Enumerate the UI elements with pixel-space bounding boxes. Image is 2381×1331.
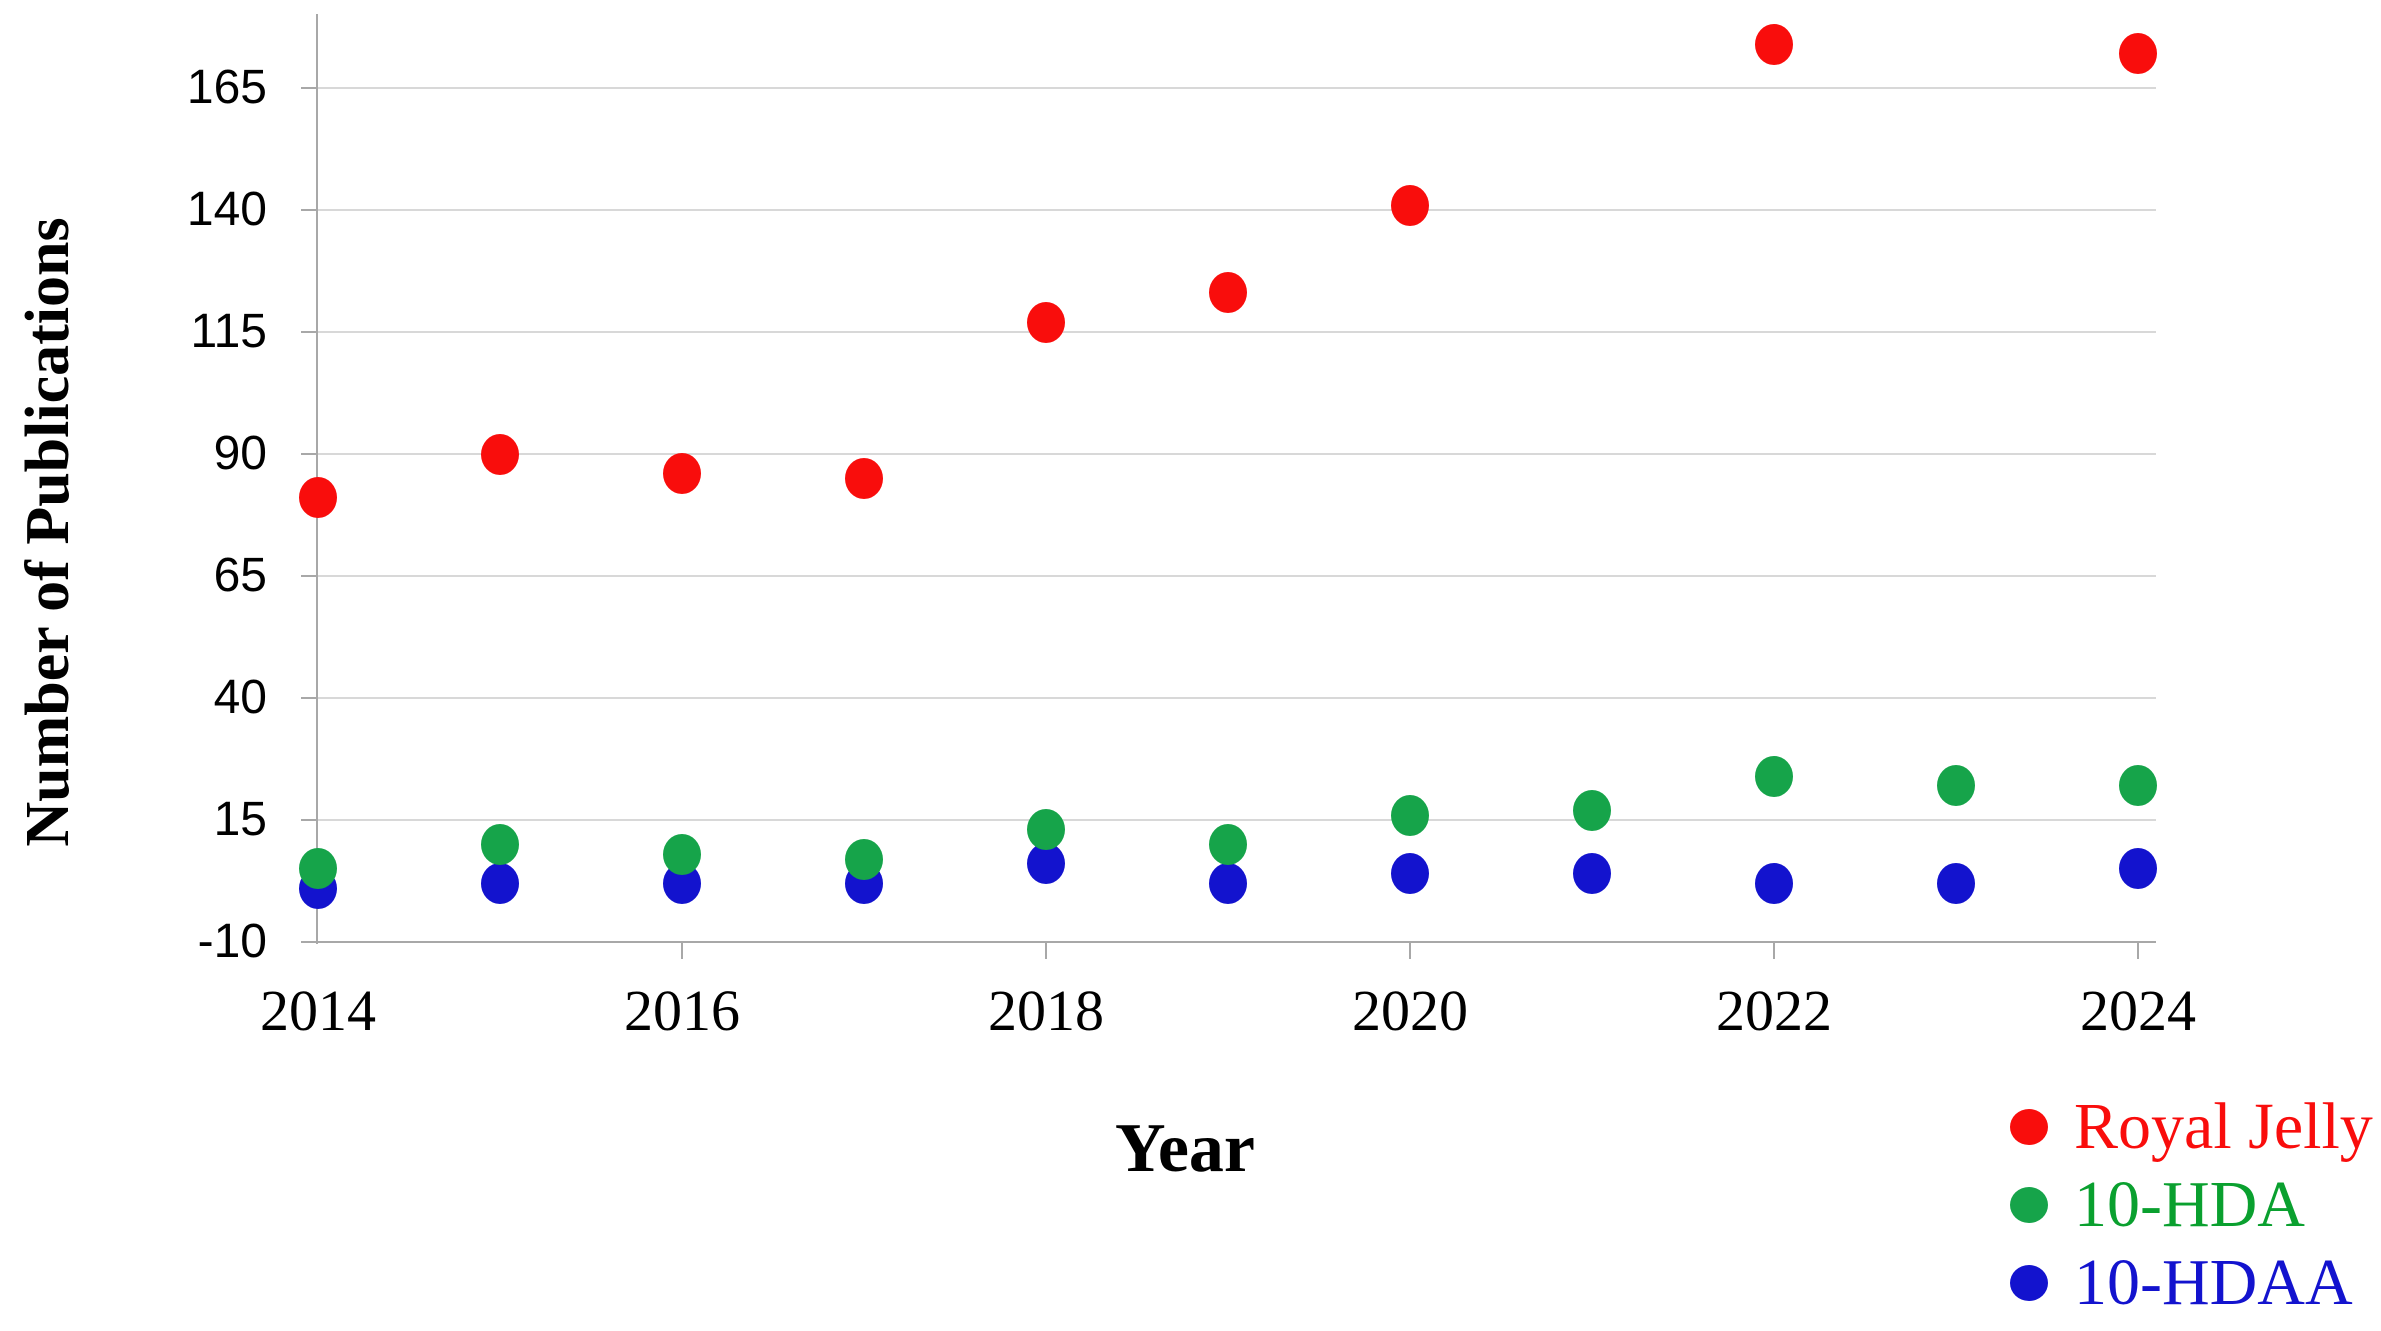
point-10-hda-2015 [481, 823, 519, 865]
point-10-hdaa-2018 [1027, 843, 1065, 885]
legend-item-10-hdaa: 10-HDAA [2010, 1244, 2373, 1322]
x-tick-2018 [1045, 942, 1047, 959]
y-tick--10 [301, 941, 316, 943]
y-tick-115 [301, 331, 316, 333]
y-tick-label-40: 40 [213, 671, 267, 724]
y-tick-140 [301, 209, 316, 211]
gridline-90 [316, 453, 2156, 455]
x-tick-2016 [681, 942, 683, 959]
gridline-140 [316, 209, 2156, 211]
10-hdaa-legend-dot-icon [2010, 1265, 2048, 1301]
point-10-hda-2021 [1573, 789, 1611, 831]
x-tick-2022 [1773, 942, 1775, 959]
point-10-hda-2017 [845, 838, 883, 880]
point-10-hda-2016 [663, 833, 701, 875]
y-tick-label-140: 140 [186, 183, 267, 236]
gridline-40 [316, 697, 2156, 699]
point-10-hda-2024 [2119, 765, 2157, 807]
point-royal-jelly-2018 [1027, 301, 1065, 343]
x-tick-label-2018: 2018 [988, 978, 1104, 1043]
x-tick-2024 [2137, 942, 2139, 959]
legend-item-10-hda: 10-HDA [2010, 1166, 2373, 1244]
y-tick-label--10: -10 [197, 915, 267, 968]
legend-label-10-hdaa: 10-HDAA [2074, 1246, 2353, 1319]
y-tick-label-115: 115 [190, 305, 267, 358]
point-royal-jelly-2020 [1391, 184, 1429, 226]
royal-jelly-legend-dot-icon [2010, 1109, 2048, 1145]
point-10-hda-2018 [1027, 809, 1065, 851]
x-tick-label-2020: 2020 [1352, 978, 1468, 1043]
x-tick-label-2014: 2014 [260, 978, 376, 1043]
gridline-15 [316, 819, 2156, 821]
point-10-hda-2014 [299, 848, 337, 890]
x-tick-label-2022: 2022 [1716, 978, 1832, 1043]
legend-label-royal-jelly: Royal Jelly [2074, 1090, 2373, 1163]
point-royal-jelly-2017 [845, 457, 883, 499]
legend-label-10-hda: 10-HDA [2074, 1168, 2305, 1241]
point-10-hda-2022 [1755, 755, 1793, 797]
point-10-hda-2019 [1209, 823, 1247, 865]
point-10-hdaa-2015 [481, 862, 519, 904]
y-tick-label-15: 15 [213, 793, 267, 846]
x-tick-2020 [1409, 942, 1411, 959]
y-tick-40 [301, 697, 316, 699]
point-royal-jelly-2024 [2119, 33, 2157, 75]
legend-item-royal-jelly: Royal Jelly [2010, 1088, 2373, 1166]
point-10-hda-2023 [1937, 765, 1975, 807]
x-axis-title: Year [1115, 1110, 1255, 1187]
point-10-hdaa-2020 [1391, 853, 1429, 895]
point-10-hdaa-2019 [1209, 862, 1247, 904]
y-tick-label-165: 165 [186, 61, 267, 114]
y-tick-65 [301, 575, 316, 577]
x-axis-line [315, 941, 2156, 943]
point-royal-jelly-2016 [663, 453, 701, 495]
10-hda-legend-dot-icon [2010, 1187, 2048, 1223]
x-tick-label-2016: 2016 [624, 978, 740, 1043]
point-10-hdaa-2024 [2119, 848, 2157, 890]
y-tick-165 [301, 87, 316, 89]
point-10-hda-2020 [1391, 794, 1429, 836]
point-royal-jelly-2015 [481, 433, 519, 475]
gridline-165 [316, 87, 2156, 89]
gridline-65 [316, 575, 2156, 577]
point-10-hdaa-2023 [1937, 862, 1975, 904]
point-royal-jelly-2014 [299, 477, 337, 519]
point-10-hdaa-2021 [1573, 853, 1611, 895]
point-royal-jelly-2019 [1209, 272, 1247, 314]
y-tick-15 [301, 819, 316, 821]
x-tick-label-2024: 2024 [2080, 978, 2196, 1043]
y-tick-label-90: 90 [213, 427, 267, 480]
y-tick-label-65: 65 [213, 549, 267, 602]
y-tick-90 [301, 453, 316, 455]
point-10-hdaa-2022 [1755, 862, 1793, 904]
point-royal-jelly-2022 [1755, 23, 1793, 65]
legend: Royal Jelly 10-HDA 10-HDAA [2010, 1088, 2373, 1322]
gridline-115 [316, 331, 2156, 333]
